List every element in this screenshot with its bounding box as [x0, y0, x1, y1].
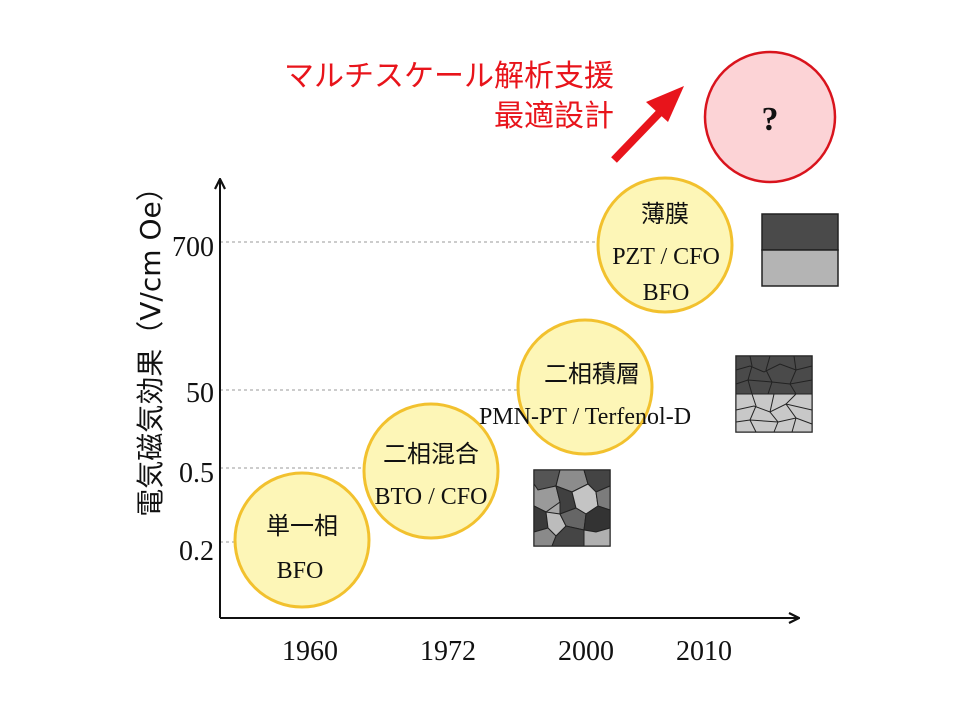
milestone-title: 薄膜: [641, 200, 689, 228]
milestone-material: PMN-PT / Terfenol-D: [479, 404, 691, 430]
header-line-1: マルチスケール解析支援: [284, 59, 614, 94]
milestone-bubble: [362, 402, 500, 540]
milestone-bubble: [233, 471, 371, 609]
milestone-material: PZT / CFO: [612, 244, 720, 270]
milestone-two-phase-mixture: 二相混合 BTO / CFO: [362, 402, 500, 540]
future-circle: [703, 50, 837, 184]
future-trend-arrow: [611, 86, 684, 163]
milestone-bubble: [596, 176, 734, 314]
granular-mixture-microstructure: [533, 469, 611, 547]
milestone-material: BFO: [643, 280, 690, 306]
y-axis-label: 電気磁気効果（V/cm Oe）: [134, 173, 167, 516]
milestone-title: 単一相: [266, 512, 338, 540]
milestone-title: 二相積層: [544, 360, 640, 388]
x-tick-1972: 1972: [420, 636, 476, 667]
milestone-thin-film: 薄膜 PZT / CFO BFO: [596, 176, 734, 314]
thin-film-microstructure: [761, 213, 839, 287]
y-tick-0-2: 0.2: [179, 536, 214, 567]
milestone-title: 二相混合: [383, 440, 479, 468]
milestone-material: BTO / CFO: [375, 484, 488, 510]
y-tick-0-5: 0.5: [179, 458, 214, 489]
header-line-2: 最適設計: [494, 99, 614, 134]
milestone-bubble: [516, 318, 654, 456]
x-tick-1960: 1960: [282, 636, 338, 667]
y-tick-700: 700: [172, 232, 214, 263]
future-target: ?: [703, 50, 837, 184]
x-tick-2010: 2010: [676, 636, 732, 667]
milestone-material: BFO: [277, 558, 324, 584]
future-question-mark: ?: [762, 101, 779, 138]
laminate-microstructure: [735, 355, 813, 433]
y-tick-50: 50: [186, 378, 214, 409]
milestone-two-phase-laminate: 二相積層 PMN-PT / Terfenol-D: [479, 318, 691, 456]
x-tick-2000: 2000: [558, 636, 614, 667]
milestone-single-phase: 単一相 BFO: [233, 471, 371, 609]
